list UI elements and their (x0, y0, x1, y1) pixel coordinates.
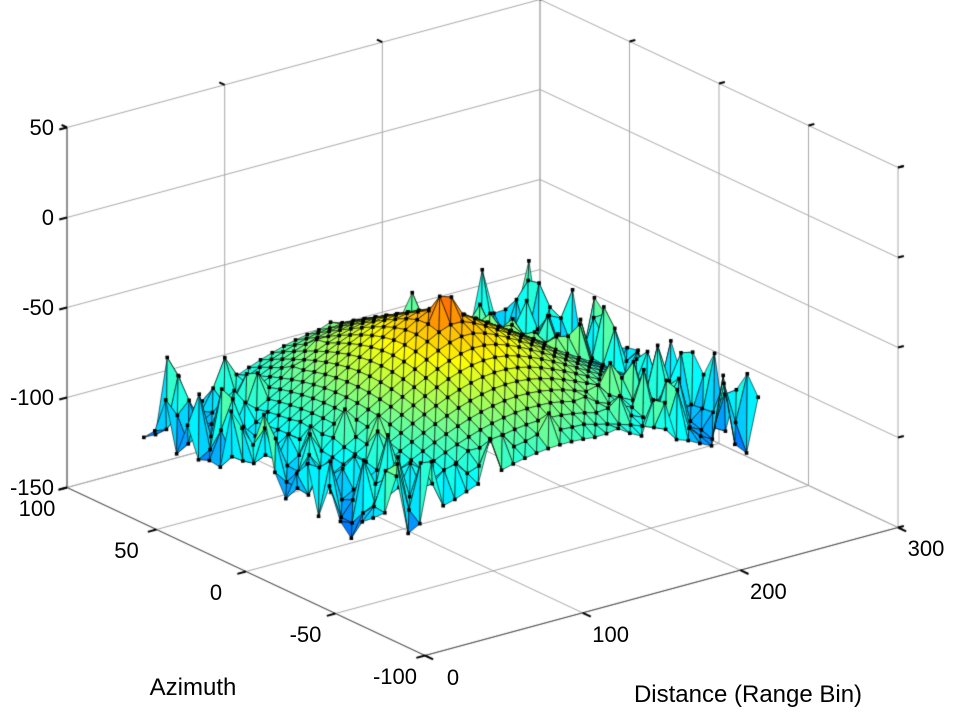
x-tick-label: 300 (907, 536, 945, 562)
z-tick-label: -50 (22, 294, 54, 320)
z-tick-label: 50 (29, 114, 54, 140)
y-axis-label: Azimuth (149, 674, 237, 701)
x-tick-label: 0 (446, 664, 460, 690)
y-tick-label: 50 (114, 537, 139, 563)
z-tick-label: -150 (9, 474, 54, 500)
y-tick-label: -50 (289, 621, 322, 647)
z-tick-label: -100 (9, 384, 54, 410)
x-tick-label: 100 (592, 621, 630, 647)
z-tick-label: 0 (41, 204, 54, 230)
x-axis-label: Distance (Range Bin) (633, 681, 863, 708)
x-tick-label: 200 (749, 579, 787, 605)
y-tick-label: -100 (372, 663, 418, 689)
y-tick-label: 100 (18, 495, 56, 521)
y-tick-label: 0 (209, 579, 223, 605)
